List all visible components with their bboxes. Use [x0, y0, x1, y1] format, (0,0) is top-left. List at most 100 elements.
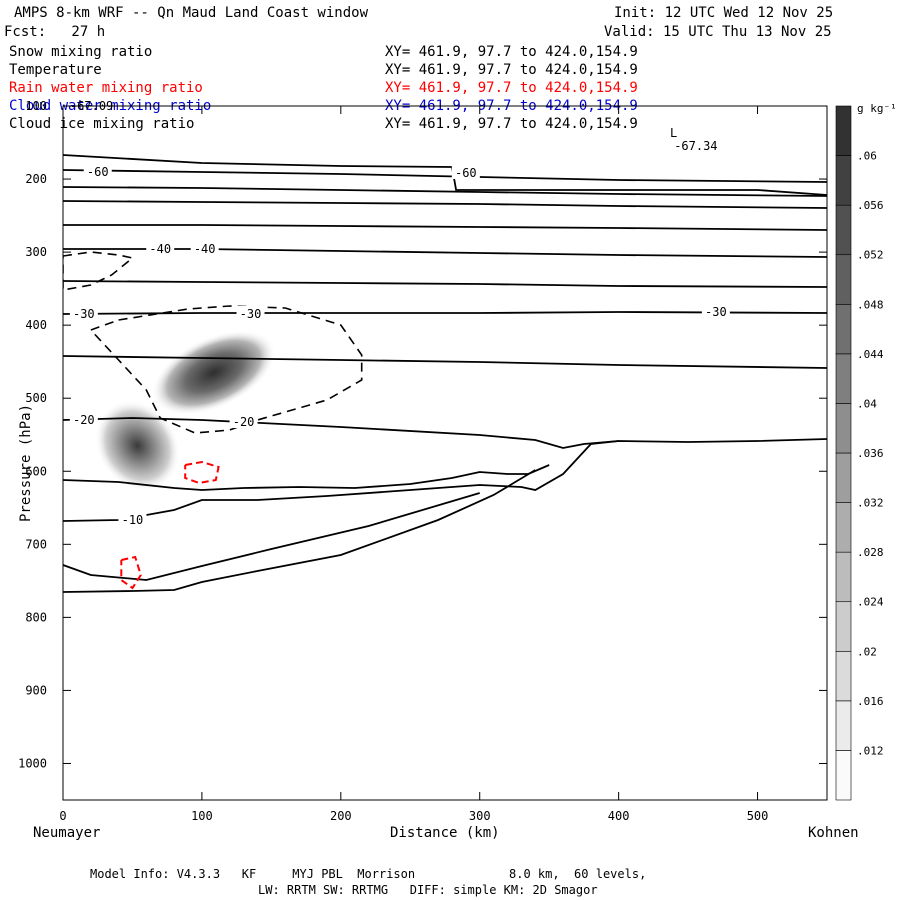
x-end-label: Kohnen	[808, 825, 859, 841]
colorbar-tick-label: .048	[857, 298, 884, 311]
x-axis-label: Distance (km)	[390, 825, 500, 841]
colorbar-segment	[835, 403, 852, 454]
temperature-contour	[63, 492, 480, 581]
mixing-ratio-shading	[151, 330, 277, 416]
temperature-contour	[63, 469, 536, 593]
colorbar-segment	[835, 452, 852, 503]
colorbar-tick-label: .016	[857, 695, 884, 708]
snow-contour	[89, 305, 363, 434]
y-tick-label: 500	[25, 391, 47, 405]
field-xy: XY= 461.9, 97.7 to 424.0,154.9	[385, 44, 638, 60]
field-xy: XY= 461.9, 97.7 to 424.0,154.9	[385, 116, 638, 132]
contour-label: -30	[73, 307, 95, 321]
colorbar-segment	[835, 750, 852, 801]
contour-label: -20	[233, 415, 255, 429]
temperature-contour	[63, 464, 550, 491]
temperature-contour	[63, 186, 827, 197]
rain-contour	[120, 555, 142, 590]
colorbar-tick-label: .044	[857, 348, 884, 361]
temperature-contour	[63, 154, 827, 196]
temperature-contour	[63, 311, 827, 315]
colorbar-tick-label: .012	[857, 744, 884, 757]
colorbar-segment	[835, 353, 852, 404]
x-tick-label: 0	[59, 809, 66, 823]
colorbar-segment	[835, 700, 852, 751]
rain-contour	[184, 460, 220, 485]
contour-label: -40	[194, 242, 216, 256]
colorbar-tick-label: .028	[857, 546, 884, 559]
mixing-ratio-shading	[94, 400, 181, 492]
y-tick-label: 700	[25, 537, 47, 551]
model-info-line2: LW: RRTM SW: RRTMG DIFF: simple KM: 2D S…	[258, 883, 598, 897]
colorbar-segment	[835, 650, 852, 702]
colorbar-segment	[835, 601, 852, 652]
x-start-label: Neumayer	[33, 825, 101, 841]
contour-label-bg	[69, 412, 98, 426]
colorbar-tick-label: .04	[857, 397, 877, 410]
field-name: Rain water mixing ratio	[9, 80, 203, 96]
colorbar-segment	[835, 502, 852, 553]
colorbar-tick-label: .056	[857, 199, 884, 212]
contour-label-bg	[451, 165, 480, 179]
contour-label: -30	[705, 305, 727, 319]
temperature-contour	[63, 417, 827, 449]
y-tick-label: 800	[25, 610, 47, 624]
contour-label-bg	[701, 304, 730, 318]
temperature-contour	[63, 200, 827, 209]
valid-time: Valid: 15 UTC Thu 13 Nov 25	[604, 24, 832, 40]
x-tick-label: 500	[747, 809, 769, 823]
contour-label: -60	[455, 166, 477, 180]
forecast-hour: Fcst: 27 h	[4, 24, 106, 40]
contour-label-bg	[236, 306, 265, 320]
temperature-contour	[63, 169, 827, 183]
temperature-contour	[63, 280, 827, 288]
annotation: L	[670, 126, 677, 140]
contour-label-bg	[83, 164, 112, 178]
colorbar-segment	[835, 204, 852, 256]
snow-contour	[63, 251, 135, 291]
contour-label: -30	[240, 307, 262, 321]
temperature-contour	[63, 224, 827, 231]
x-tick-label: 400	[608, 809, 630, 823]
x-tick-label: 200	[330, 809, 352, 823]
y-tick-label: 300	[25, 245, 47, 259]
model-info-line1: Model Info: V4.3.3 KF MYJ PBL Morrison 8…	[90, 867, 647, 881]
colorbar-segment	[835, 155, 852, 206]
x-tick-label: 100	[191, 809, 213, 823]
chart-title: AMPS 8-km WRF -- Qn Maud Land Coast wind…	[14, 5, 369, 21]
contour-label-bg	[69, 306, 98, 320]
colorbar-tick-label: .02	[857, 645, 877, 658]
annotation: -67.34	[674, 139, 717, 153]
x-tick-label: 300	[469, 809, 491, 823]
contour-label: -40	[149, 242, 171, 256]
colorbar-segment	[835, 254, 852, 305]
contour-label: -60	[87, 165, 109, 179]
y-tick-label: 200	[25, 172, 47, 186]
field-xy: XY= 461.9, 97.7 to 424.0,154.9	[385, 62, 638, 78]
temperature-contour	[63, 248, 827, 258]
y-axis-label: Pressure (hPa)	[18, 403, 35, 523]
field-name: Temperature	[9, 62, 102, 78]
temperature-contour	[63, 440, 619, 522]
contour-label-bg	[190, 241, 219, 255]
field-xy: XY= 461.9, 97.7 to 424.0,154.9	[385, 80, 638, 96]
temperature-contour	[63, 355, 827, 369]
colorbar-segment	[835, 303, 852, 355]
y-tick-label: 100	[25, 99, 47, 113]
contour-label-bg	[118, 512, 147, 526]
init-time: Init: 12 UTC Wed 12 Nov 25	[614, 5, 834, 21]
y-tick-label: 1000	[18, 756, 47, 770]
field-name: Cloud ice mixing ratio	[9, 116, 195, 132]
contour-label-bg	[229, 414, 258, 428]
colorbar-segment	[835, 105, 852, 156]
colorbar-tick-label: .036	[857, 447, 884, 460]
colorbar-segment	[835, 551, 852, 603]
colorbar-tick-label: .032	[857, 497, 884, 510]
y-tick-label: 400	[25, 318, 47, 332]
y-tick-label: 900	[25, 683, 47, 697]
colorbar-tick-label: .024	[857, 596, 884, 609]
contour-label-bg	[146, 241, 175, 255]
colorbar-tick-label: .06	[857, 150, 877, 163]
colorbar-tick-label: .052	[857, 249, 884, 262]
